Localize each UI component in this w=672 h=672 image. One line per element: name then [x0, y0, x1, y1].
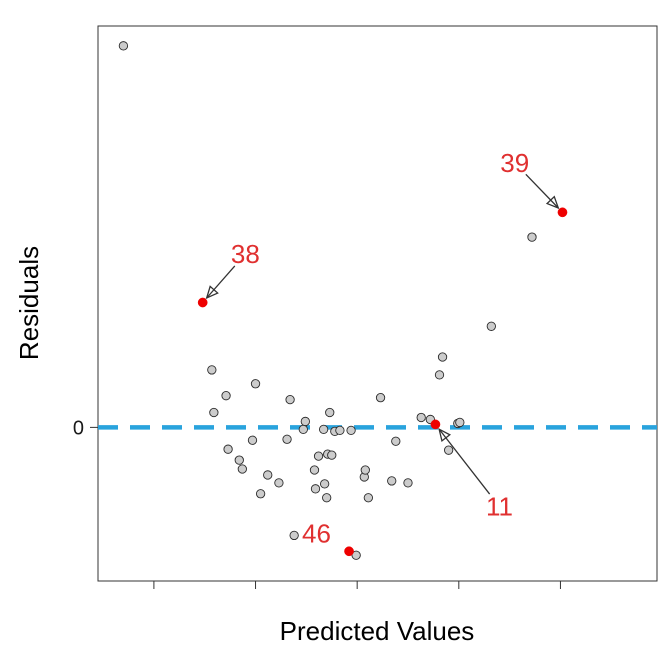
callout-label-11: 11: [486, 492, 513, 522]
callout-arrowhead-38: [205, 285, 219, 300]
highlighted-point-46: [344, 546, 354, 557]
callout-arrowhead-39: [545, 195, 560, 210]
data-point: [527, 232, 537, 242]
data-point: [437, 352, 448, 362]
data-point: [234, 455, 244, 465]
data-point: [434, 370, 445, 380]
callout-arrow-39: [525, 173, 559, 209]
data-point: [209, 407, 219, 418]
data-point: [207, 365, 217, 375]
y-axis-title: Residuals: [14, 246, 44, 360]
data-point: [322, 493, 332, 503]
callout-arrow-11: [438, 428, 491, 495]
data-point: [274, 478, 284, 488]
data-point: [313, 451, 324, 461]
data-point: [118, 41, 129, 51]
data-point: [298, 424, 308, 435]
x-axis-ticks: [153, 581, 561, 589]
callout-label-39: 39: [500, 148, 529, 178]
data-point: [263, 470, 273, 480]
data-point: [250, 379, 261, 389]
data-point: [309, 465, 320, 475]
data-point: [247, 435, 258, 445]
data-point: [255, 489, 266, 499]
highlighted-point-11: [430, 419, 441, 430]
data-point: [285, 394, 295, 405]
data-point: [443, 445, 454, 455]
data-point: [221, 391, 231, 401]
data-points: [98, 41, 657, 560]
data-point: [319, 479, 330, 489]
data-point: [327, 450, 337, 460]
data-point: [360, 465, 370, 475]
highlighted-point-39: [557, 207, 568, 218]
data-point: [335, 425, 345, 436]
callout-label-38: 38: [231, 239, 260, 269]
callout-arrowhead-11: [438, 427, 452, 443]
data-point: [391, 436, 401, 446]
data-point: [387, 476, 397, 486]
callout-label-46: 46: [302, 518, 331, 548]
data-point: [403, 478, 413, 488]
data-point: [346, 425, 356, 436]
data-point: [455, 417, 465, 428]
data-point: [351, 550, 361, 560]
plot-panel-border: [97, 25, 658, 582]
data-point: [223, 444, 233, 454]
data-point: [416, 412, 426, 423]
data-point: [325, 407, 335, 418]
data-point: [375, 393, 386, 403]
highlighted-point-38: [197, 297, 208, 308]
data-point: [282, 434, 292, 444]
data-point: [363, 493, 374, 503]
data-point: [318, 424, 329, 435]
data-point: [300, 416, 310, 427]
data-point: [310, 484, 321, 494]
data-point: [486, 321, 496, 331]
data-point: [289, 530, 299, 541]
callout-arrow-38: [206, 265, 236, 299]
x-axis-title: Predicted Values: [280, 616, 475, 646]
y-tick-label: 0: [73, 417, 84, 439]
callouts: 38 39 11 46: [205, 148, 560, 548]
y-axis-ticks: 0: [73, 417, 98, 439]
data-point: [237, 464, 247, 474]
